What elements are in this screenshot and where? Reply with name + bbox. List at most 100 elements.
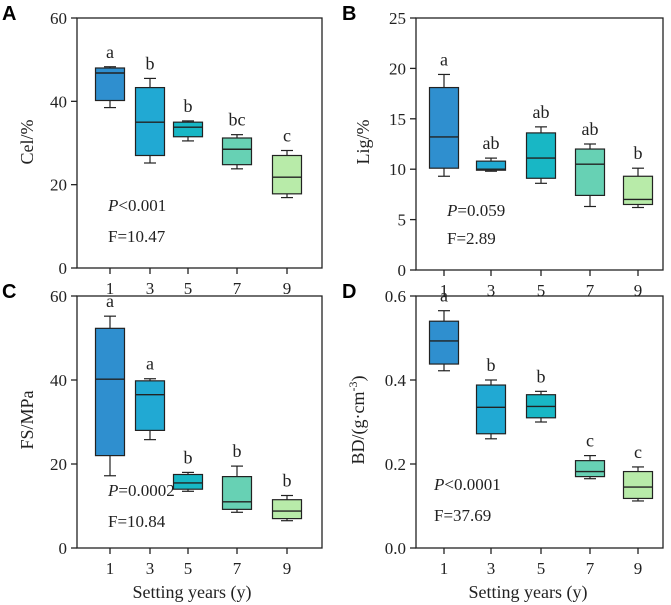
panel-c: C FS/MPa P=0.0002 F=10.84 0 20 40 60 1 3 5 7 9 a a… bbox=[2, 281, 323, 578]
y-tick-label-c: 20 bbox=[50, 455, 67, 474]
y-tick-label-c: 0 bbox=[59, 539, 68, 558]
x-tick-label-d: 1 bbox=[440, 559, 449, 578]
significance-letter-c: b bbox=[184, 447, 193, 467]
significance-letter-b: ab bbox=[533, 102, 550, 122]
x-axis-label-left: Setting years (y) bbox=[133, 582, 252, 603]
box-a-7 bbox=[221, 137, 253, 166]
y-tick-label-b: 20 bbox=[389, 59, 406, 78]
significance-letter-a: bc bbox=[229, 110, 246, 130]
significance-letter-d: c bbox=[634, 442, 642, 462]
box-b-5 bbox=[525, 132, 557, 179]
significance-letter-b: b bbox=[634, 143, 643, 163]
x-axis-label-right: Setting years (y) bbox=[469, 582, 588, 603]
significance-letter-b: ab bbox=[483, 133, 500, 153]
significance-letter-b: ab bbox=[582, 119, 599, 139]
p-value-a: P<0.001 bbox=[107, 196, 166, 215]
box-b-7 bbox=[574, 148, 606, 197]
panel-d: D BD/(g·cm-3) P<0.0001 F=37.69 0.0 0.2 0.4… bbox=[342, 281, 664, 578]
significance-letter-d: b bbox=[487, 355, 496, 375]
y-tick-label-c: 40 bbox=[50, 371, 67, 390]
f-value-d: F=37.69 bbox=[434, 506, 491, 525]
x-tick-label-a: 3 bbox=[146, 279, 155, 298]
y-tick-label-b: 5 bbox=[398, 211, 407, 230]
box-c-5 bbox=[172, 473, 204, 490]
significance-letter-a: a bbox=[106, 42, 114, 62]
y-tick-label-d: 0.6 bbox=[385, 287, 406, 306]
p-value-c: P=0.0002 bbox=[107, 481, 175, 500]
y-axis-label-b: Lig/% bbox=[353, 120, 373, 165]
y-axis-label-d: BD/(g·cm-3) bbox=[346, 376, 369, 465]
box-a-9 bbox=[271, 154, 303, 195]
box-c-1 bbox=[94, 327, 126, 457]
plot-frame-a bbox=[76, 17, 323, 269]
box-a-5 bbox=[172, 121, 204, 138]
y-tick-label-a: 0 bbox=[59, 259, 68, 278]
f-value-a: F=10.47 bbox=[108, 227, 166, 246]
y-tick-label-b: 0 bbox=[398, 261, 407, 280]
y-tick-label-d: 0.4 bbox=[385, 371, 407, 390]
significance-letter-c: b bbox=[283, 471, 292, 491]
significance-letter-a: b bbox=[184, 96, 193, 116]
panel-label-a: A bbox=[2, 3, 16, 25]
box-c-9 bbox=[271, 499, 303, 520]
x-tick-label-c: 1 bbox=[106, 559, 115, 578]
significance-letter-d: a bbox=[440, 286, 448, 306]
p-value-b: P=0.059 bbox=[446, 201, 505, 220]
box-d-9 bbox=[622, 470, 654, 500]
plot-frame-c bbox=[76, 295, 323, 549]
x-tick-label-b: 1 bbox=[440, 281, 449, 300]
significance-letter-d: c bbox=[586, 431, 594, 451]
significance-letter-c: a bbox=[146, 354, 154, 374]
y-tick-label-b: 15 bbox=[389, 110, 406, 129]
x-tick-label-d: 9 bbox=[634, 559, 643, 578]
box-d-1 bbox=[428, 320, 460, 365]
x-tick-label-a: 1 bbox=[106, 279, 115, 298]
box-c-7 bbox=[221, 476, 253, 510]
x-tick-label-d: 7 bbox=[586, 559, 595, 578]
x-tick-label-b: 9 bbox=[634, 281, 643, 300]
x-tick-label-d: 5 bbox=[537, 559, 546, 578]
x-tick-label-b: 7 bbox=[586, 281, 595, 300]
box-d-7 bbox=[574, 460, 606, 478]
box-b-9 bbox=[622, 175, 654, 206]
y-tick-label-d: 0.2 bbox=[385, 455, 406, 474]
box-b-1 bbox=[428, 86, 460, 169]
plot-frame-b bbox=[415, 17, 664, 271]
x-tick-label-b: 3 bbox=[487, 281, 496, 300]
panel-a: A Cel/% P<0.001 F=10.47 0 20 40 60 1 3 5 7 9 a b b b… bbox=[2, 3, 323, 298]
x-tick-label-a: 7 bbox=[233, 279, 242, 298]
x-tick-label-c: 9 bbox=[283, 559, 292, 578]
panel-label-d: D bbox=[342, 281, 356, 303]
x-tick-label-c: 3 bbox=[146, 559, 155, 578]
panel-label-b: B bbox=[342, 3, 356, 25]
panel-b: B Lig/% P=0.059 F=2.89 0 5 10 15 20 25 1 3 5 7 9 a a… bbox=[342, 3, 664, 300]
y-tick-label-a: 20 bbox=[50, 176, 67, 195]
y-tick-label-c: 60 bbox=[50, 287, 67, 306]
f-value-b: F=2.89 bbox=[447, 229, 496, 248]
box-c-3 bbox=[134, 380, 166, 431]
significance-letter-a: b bbox=[146, 53, 155, 73]
y-axis-label-a: Cel/% bbox=[17, 120, 37, 165]
y-tick-label-b: 10 bbox=[389, 160, 406, 179]
y-axis-label-c: FS/MPa bbox=[17, 390, 37, 449]
y-tick-label-d: 0.0 bbox=[385, 539, 406, 558]
significance-letter-b: a bbox=[440, 49, 448, 69]
x-tick-label-c: 7 bbox=[233, 559, 242, 578]
x-tick-label-a: 9 bbox=[283, 279, 292, 298]
x-tick-label-a: 5 bbox=[184, 279, 193, 298]
x-tick-label-b: 5 bbox=[537, 281, 546, 300]
significance-letter-d: b bbox=[537, 366, 546, 386]
y-tick-label-b: 25 bbox=[389, 9, 406, 28]
panel-label-c: C bbox=[2, 281, 16, 303]
significance-letter-a: c bbox=[283, 126, 291, 146]
y-tick-label-a: 60 bbox=[50, 9, 67, 28]
box-b-3 bbox=[475, 160, 507, 171]
x-tick-label-c: 5 bbox=[184, 559, 193, 578]
f-value-c: F=10.84 bbox=[108, 512, 166, 531]
box-d-3 bbox=[475, 384, 507, 435]
y-tick-label-a: 40 bbox=[50, 92, 67, 111]
p-value-d: P<0.0001 bbox=[433, 475, 501, 494]
x-tick-label-d: 3 bbox=[487, 559, 496, 578]
significance-letter-c: a bbox=[106, 291, 114, 311]
